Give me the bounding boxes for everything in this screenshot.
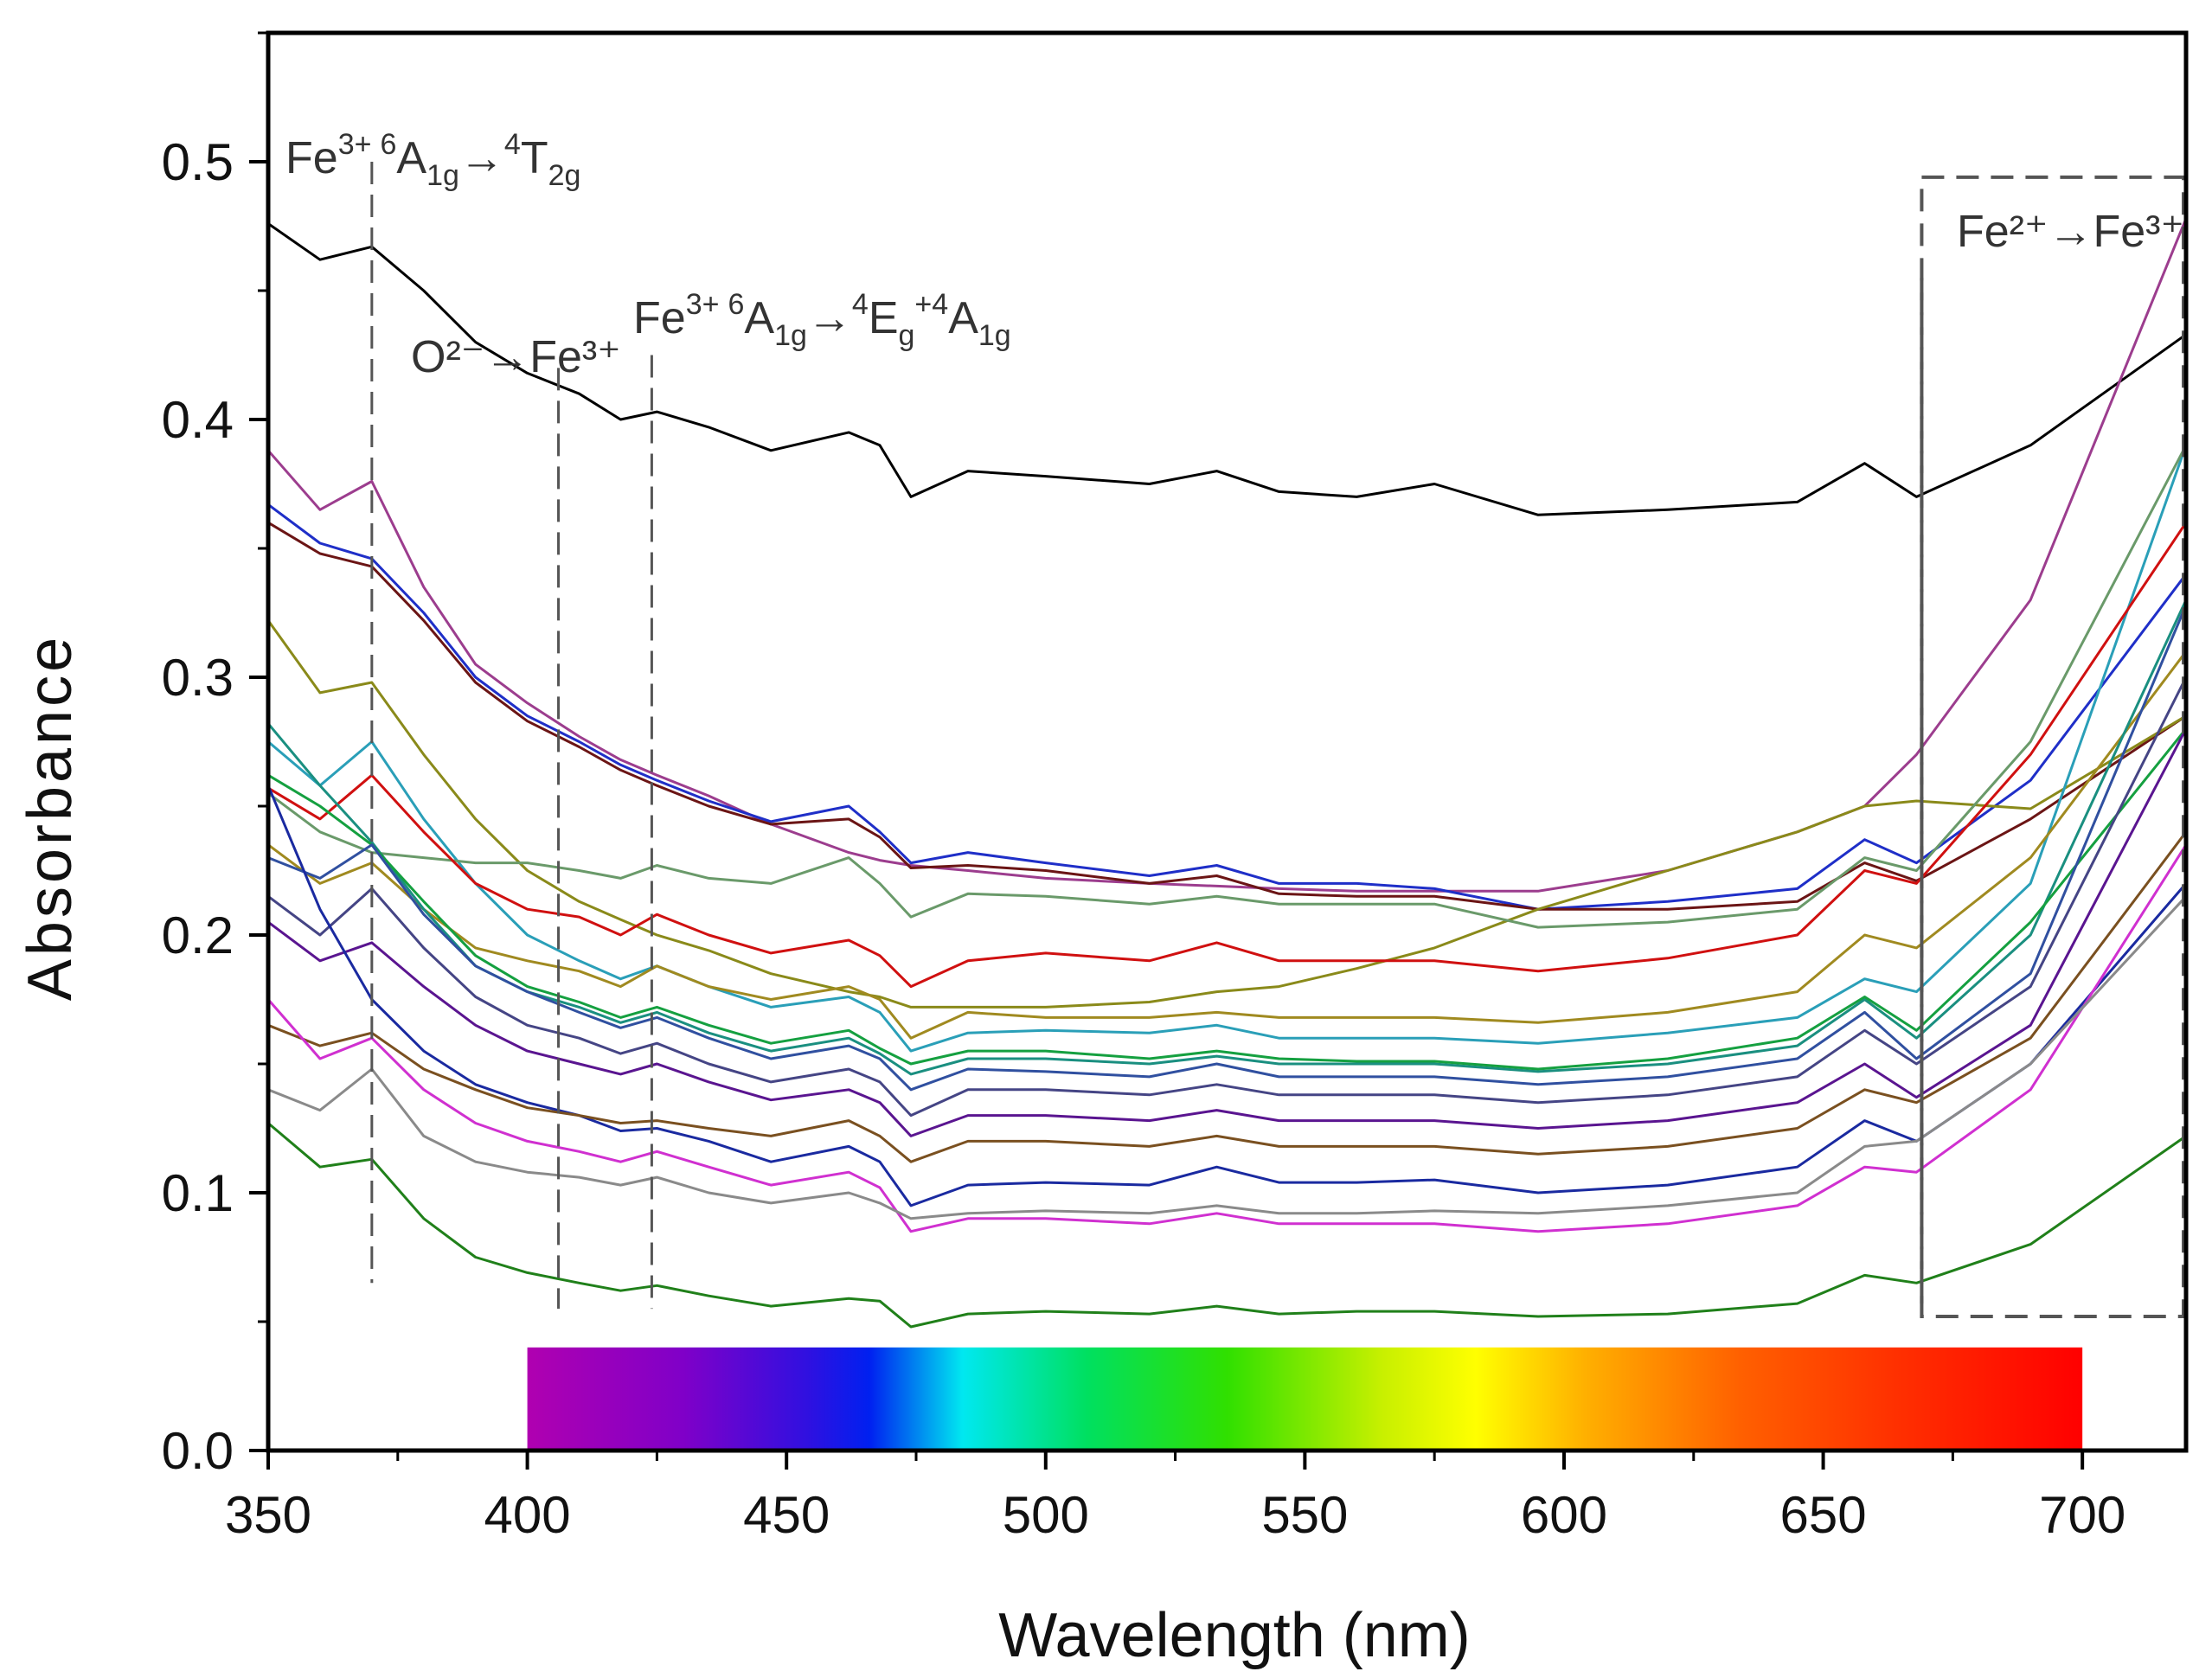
series-line-5: [266, 619, 2187, 1009]
ticks: 350 400 450 500 550 600 650 700 0.0 0.1 0.2 0.3 0.4 0…: [162, 31, 2125, 1544]
series-line-19: [267, 1122, 2187, 1329]
y-tick-label: 0.4: [162, 391, 234, 449]
series-line-2: [266, 218, 2188, 893]
series-line-13: [267, 676, 2188, 1118]
x-tick-label: 550: [1261, 1486, 1348, 1544]
series-line-12: [267, 605, 2188, 1092]
series-line-7: [267, 445, 2188, 929]
y-tick-label: 0.5: [162, 133, 234, 191]
series-line-4: [267, 521, 2187, 911]
y-tick-label: 0.1: [162, 1164, 234, 1222]
x-tick-label: 500: [1003, 1486, 1089, 1544]
series-line-9: [267, 650, 2188, 1040]
x-tick-label: 400: [484, 1486, 571, 1544]
y-tick-label: 0.3: [162, 649, 234, 707]
x-tick-label: 700: [2039, 1486, 2125, 1544]
series-line-16: [267, 830, 2188, 1163]
spectrum-bar: [527, 1347, 2083, 1451]
annotation-fe2-fe3: Fe²⁺→Fe³⁺: [1957, 207, 2184, 257]
series-line-11: [267, 727, 2188, 1071]
y-tick-label: 0.0: [162, 1422, 234, 1480]
series-layer: [266, 218, 2188, 1329]
series-line-17: [266, 843, 2188, 1233]
series-line-18: [267, 895, 2188, 1220]
annotation-o2-fe3: O²⁻→Fe³⁺: [411, 332, 621, 382]
series-line-8: [267, 522, 2188, 989]
y-tick-label: 0.2: [162, 906, 234, 964]
annotation-fe3-a1g-eg-a1g: Fe3+ 6A1g→4Eg+4A1g: [633, 288, 1011, 352]
y-axis-title: Absorbance: [16, 634, 85, 1001]
series-line-15: [266, 785, 2188, 1207]
series-line-6: [267, 445, 2188, 1053]
x-axis-title: Wavelength (nm): [998, 1601, 1471, 1670]
x-tick-label: 600: [1521, 1486, 1607, 1544]
annotation-fe3-a1g-t2g: Fe3+ 6A1g→4T2g: [285, 128, 580, 192]
x-tick-label: 450: [743, 1486, 830, 1544]
fe2-fe3-dashed-box: [1920, 175, 2186, 1319]
x-tick-label: 350: [225, 1486, 311, 1544]
series-line-3: [267, 503, 2188, 911]
series-line-1: [267, 222, 2187, 516]
series-line-14: [267, 727, 2188, 1137]
x-tick-label: 650: [1780, 1486, 1867, 1544]
plot-frame: [266, 30, 2189, 1453]
